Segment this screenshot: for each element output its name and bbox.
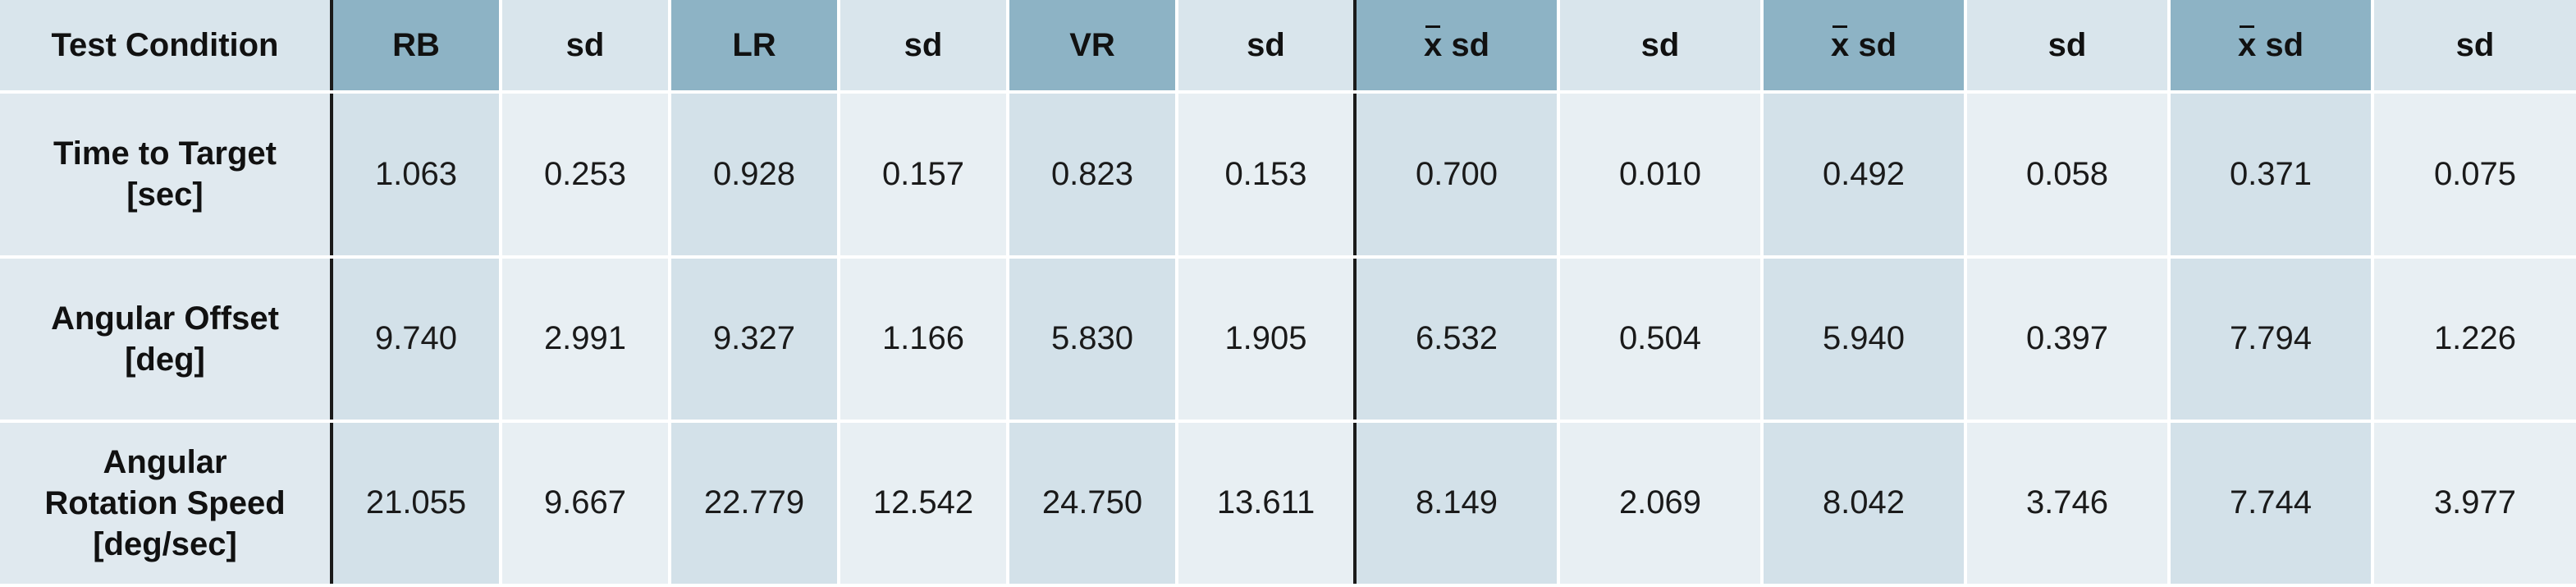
row-label: Time to Target [sec] — [0, 92, 332, 259]
table-cell: 0.157 — [837, 92, 1008, 259]
header-mean-symbol: x — [2237, 25, 2257, 63]
table-cell: 9.667 — [499, 420, 670, 587]
table-row: Angular Rotation Speed [deg/sec] 21.055 … — [0, 420, 2576, 587]
table-cell: 7.744 — [2167, 420, 2372, 587]
table-cell: 8.042 — [1760, 420, 1965, 587]
row-label-line: Angular — [103, 443, 227, 480]
table-cell: 7.794 — [2167, 256, 2372, 423]
table-cell: 1.166 — [837, 256, 1008, 423]
table-row: Time to Target [sec] 1.063 0.253 0.928 0… — [0, 92, 2576, 259]
header-row: Test Condition RB sd LR sd VR sd x sd sd… — [0, 0, 2576, 94]
table-row: Angular Offset [deg] 9.740 2.991 9.327 1… — [0, 256, 2576, 423]
row-label-line: [deg] — [125, 341, 205, 378]
table-cell: 1.226 — [2371, 256, 2576, 423]
table-cell: 5.940 — [1760, 256, 1965, 423]
table-cell: 3.746 — [1964, 420, 2169, 587]
table-cell: 0.397 — [1964, 256, 2169, 423]
header-mean-sd: x sd — [1760, 0, 1965, 94]
table-cell: 6.532 — [1353, 256, 1558, 423]
header-lr: LR — [668, 0, 839, 94]
table-cell: 0.928 — [668, 92, 839, 259]
table-cell: 0.700 — [1353, 92, 1558, 259]
row-label-line: Angular Offset — [51, 300, 279, 337]
table-cell: 1.905 — [1175, 256, 1355, 423]
header-sd: sd — [2371, 0, 2576, 94]
row-label: Angular Offset [deg] — [0, 256, 332, 423]
table-cell: 22.779 — [668, 420, 839, 587]
table-cell: 0.492 — [1760, 92, 1965, 259]
table-cell: 0.010 — [1557, 92, 1762, 259]
header-test-condition: Test Condition — [0, 0, 332, 94]
row-label-line: [deg/sec] — [93, 525, 237, 562]
row-label: Angular Rotation Speed [deg/sec] — [0, 420, 332, 587]
header-rb: RB — [330, 0, 501, 94]
header-sd: sd — [837, 0, 1008, 94]
table-cell: 5.830 — [1006, 256, 1177, 423]
header-sd: sd — [1175, 0, 1355, 94]
table-cell: 0.371 — [2167, 92, 2372, 259]
header-mean-sd: x sd — [2167, 0, 2372, 94]
table-cell: 0.075 — [2371, 92, 2576, 259]
table-cell: 0.504 — [1557, 256, 1762, 423]
table-cell: 9.740 — [330, 256, 501, 423]
row-label-line: [sec] — [126, 177, 204, 213]
header-mean-symbol: x — [1423, 25, 1443, 63]
header-vr: VR — [1006, 0, 1177, 94]
table-cell: 0.823 — [1006, 92, 1177, 259]
header-sd: sd — [499, 0, 670, 94]
header-mean-sd-label: sd — [2265, 26, 2304, 63]
header-mean-symbol: x — [1830, 25, 1850, 63]
table-cell: 1.063 — [330, 92, 501, 259]
header-mean-sd-label: sd — [1451, 26, 1490, 63]
header-sd: sd — [1557, 0, 1762, 94]
table-cell: 2.991 — [499, 256, 670, 423]
row-label-line: Time to Target — [53, 135, 277, 172]
table-cell: 12.542 — [837, 420, 1008, 587]
table-cell: 9.327 — [668, 256, 839, 423]
table-cell: 0.058 — [1964, 92, 2169, 259]
table-cell: 13.611 — [1175, 420, 1355, 587]
header-mean-sd: x sd — [1353, 0, 1558, 94]
table-cell: 21.055 — [330, 420, 501, 587]
table-cell: 24.750 — [1006, 420, 1177, 587]
header-sd: sd — [1964, 0, 2169, 94]
header-mean-sd-label: sd — [1858, 26, 1897, 63]
table-cell: 0.153 — [1175, 92, 1355, 259]
table-cell: 2.069 — [1557, 420, 1762, 587]
table-cell: 0.253 — [499, 92, 670, 259]
table-cell: 8.149 — [1353, 420, 1558, 587]
table-cell: 3.977 — [2371, 420, 2576, 587]
row-label-line: Rotation Speed — [44, 484, 286, 521]
